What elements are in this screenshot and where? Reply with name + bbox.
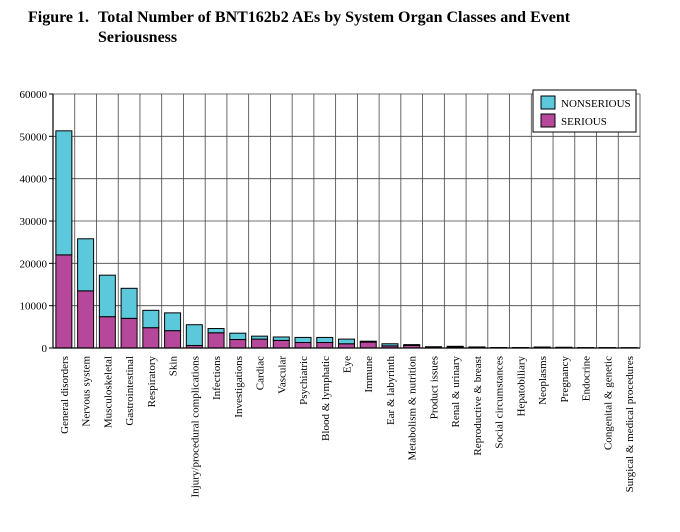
legend-swatch-serious xyxy=(540,113,556,128)
x-tick-label: Respiratory xyxy=(146,356,158,408)
bar-serious xyxy=(338,343,355,349)
x-tick-label: Immune xyxy=(363,356,375,393)
bar-nonserious xyxy=(229,332,247,341)
x-tick-label: Skin xyxy=(168,356,180,377)
x-tick-label: Blood & lymphatic xyxy=(320,356,332,441)
x-tick-label: Hepatobiliary xyxy=(515,356,527,417)
y-tick-label: 0 xyxy=(42,343,48,355)
bar-serious xyxy=(294,341,312,349)
x-tick-label: Social circumstances xyxy=(494,356,506,449)
legend-label-nonserious: NONSERIOUS xyxy=(561,98,631,110)
x-axis-ticks: General disorders Nervous system Musculosk… xyxy=(59,356,636,498)
y-tick-label: 60000 xyxy=(20,89,48,101)
bar-serious xyxy=(120,317,138,349)
x-tick-label: Endocrine xyxy=(581,356,593,401)
bar-nonserious xyxy=(55,130,73,256)
x-tick-label: Pregnancy xyxy=(559,356,571,403)
y-tick-label: 20000 xyxy=(20,258,48,270)
bar-serious xyxy=(98,316,116,349)
bar-serious xyxy=(142,327,160,349)
bar-nonserious xyxy=(272,336,290,341)
x-tick-label: Renal & urinary xyxy=(450,356,462,428)
x-tick-label: Vascular xyxy=(276,356,288,394)
bar-serious xyxy=(55,254,73,349)
bar-nonserious xyxy=(403,344,421,346)
bar-serious xyxy=(359,341,377,349)
bar-nonserious xyxy=(98,274,116,318)
bar-serious xyxy=(207,332,225,349)
bar-nonserious xyxy=(294,336,312,343)
y-tick-label: 50000 xyxy=(20,131,48,143)
figure-number: Figure 1. xyxy=(28,9,90,26)
x-tick-label: Neoplasms xyxy=(537,356,549,405)
figure-title-line1: Total Number of BNT162b2 AEs by System O… xyxy=(98,9,571,26)
bar-nonserious xyxy=(120,287,138,319)
legend-swatch-nonserious xyxy=(540,95,556,110)
bar-serious xyxy=(164,330,182,349)
bar-serious xyxy=(316,341,334,349)
bar-nonserious xyxy=(359,340,377,343)
x-tick-label: Gastrointestinal xyxy=(124,356,136,426)
x-tick-label: Eye xyxy=(342,356,354,373)
bar-serious xyxy=(229,339,247,349)
bar-nonserious xyxy=(446,345,464,348)
bar-nonserious xyxy=(77,238,95,292)
bar-nonserious xyxy=(338,338,355,345)
y-tick-label: 40000 xyxy=(20,174,48,186)
y-tick-label: 30000 xyxy=(20,216,48,228)
x-tick-label: Psychiatric xyxy=(298,356,310,405)
legend-label-serious: SERIOUS xyxy=(561,116,607,128)
bar-serious xyxy=(77,290,95,349)
bar-nonserious xyxy=(207,328,225,334)
x-tick-label: Infections xyxy=(211,356,223,400)
bar-serious xyxy=(251,338,269,349)
bar-serious xyxy=(272,339,290,349)
bar-nonserious xyxy=(185,324,203,346)
bar-nonserious xyxy=(381,343,399,347)
figure-title-line2: Seriousness xyxy=(98,29,178,46)
y-tick-label: 10000 xyxy=(20,301,48,313)
x-tick-label: Reproductive & breast xyxy=(472,356,484,456)
bar-nonserious xyxy=(164,312,182,332)
x-tick-label: Investigations xyxy=(233,356,245,418)
x-tick-label: Injury/procedural complications xyxy=(189,356,201,497)
x-tick-label: Product issues xyxy=(428,356,440,419)
x-tick-label: Congenital & genetic xyxy=(602,356,614,450)
x-tick-label: Surgical & medical procedures xyxy=(624,356,636,492)
x-tick-label: Musculoskeletal xyxy=(102,356,114,428)
bar-nonserious xyxy=(251,335,269,340)
x-tick-label: Nervous system xyxy=(81,356,93,427)
x-tick-label: Metabolism & nutrition xyxy=(407,356,419,461)
bar-nonserious xyxy=(316,336,334,343)
legend: NONSERIOUS SERIOUS xyxy=(532,89,637,133)
x-tick-label: Ear & labyrinth xyxy=(385,356,397,426)
x-tick-label: Cardiac xyxy=(255,356,267,390)
x-tick-label: General disorders xyxy=(59,356,71,434)
y-axis-ticks: 0 10000 20000 30000 40000 50000 60000 xyxy=(20,89,53,355)
bar-series xyxy=(55,130,638,349)
figure-title: Figure 1. Total Number of BNT162b2 AEs by… xyxy=(28,8,668,48)
bar-nonserious xyxy=(142,309,160,329)
